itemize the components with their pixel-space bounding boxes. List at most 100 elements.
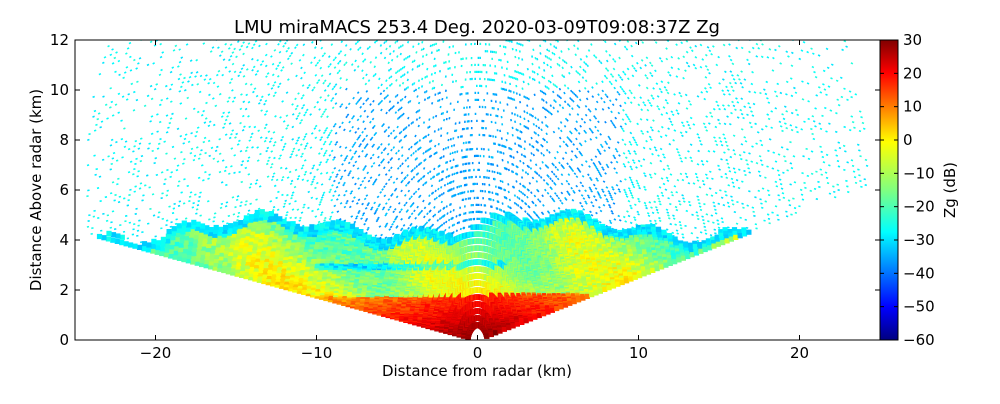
data-point (404, 66, 405, 68)
data-point (137, 176, 139, 177)
data-point (216, 75, 218, 76)
data-point (367, 116, 368, 118)
data-point (321, 148, 323, 149)
data-point (419, 102, 420, 104)
data-point (429, 119, 430, 121)
data-point (399, 47, 400, 49)
data-point (128, 149, 130, 150)
data-point (432, 52, 433, 54)
data-point (111, 232, 116, 237)
data-point (325, 130, 327, 131)
data-point (320, 173, 322, 174)
data-point (129, 190, 131, 191)
data-point (247, 161, 249, 162)
data-point (126, 67, 128, 68)
data-point (350, 48, 351, 50)
data-point (169, 123, 171, 124)
data-point (254, 88, 256, 89)
data-point (391, 149, 392, 151)
data-point (370, 121, 371, 123)
data-point (229, 59, 231, 60)
data-point (125, 216, 127, 217)
data-point (200, 75, 202, 76)
data-point (155, 245, 160, 250)
data-point (310, 173, 312, 174)
data-point (355, 218, 357, 219)
data-point (282, 67, 284, 69)
data-point (379, 237, 381, 238)
data-point (329, 132, 331, 133)
data-point (213, 217, 215, 218)
data-point (379, 204, 381, 205)
data-point (124, 72, 126, 73)
data-point (191, 220, 196, 225)
data-point (356, 203, 358, 204)
data-point (408, 190, 409, 192)
data-point (156, 114, 158, 115)
data-point (125, 53, 127, 54)
data-point (294, 187, 296, 188)
data-point (426, 135, 427, 137)
data-point (439, 173, 440, 175)
data-point (93, 116, 95, 117)
data-point (195, 213, 197, 214)
data-point (323, 222, 325, 223)
data-point (289, 55, 291, 57)
data-point (447, 183, 448, 185)
data-point (348, 175, 350, 176)
data-point (212, 98, 214, 99)
data-point (283, 146, 285, 147)
data-point (440, 210, 441, 212)
data-point (315, 137, 317, 138)
data-point (417, 141, 418, 143)
data-point (430, 210, 431, 212)
data-point (358, 156, 360, 158)
data-point (335, 133, 337, 135)
data-point (101, 121, 103, 122)
data-point (412, 61, 413, 63)
data-point (299, 113, 301, 114)
data-point (339, 60, 340, 62)
data-point (326, 161, 328, 162)
data-point (404, 74, 405, 76)
data-point (282, 101, 284, 102)
data-point (258, 103, 260, 104)
data-point (317, 62, 319, 64)
data-point (296, 75, 298, 77)
data-point (240, 206, 242, 207)
data-point (301, 97, 303, 99)
data-point (317, 224, 319, 225)
data-point (167, 229, 172, 234)
data-point (162, 52, 164, 53)
data-point (399, 203, 400, 205)
data-point (175, 45, 177, 46)
data-point (452, 188, 453, 190)
data-point (324, 153, 326, 154)
data-point (266, 164, 268, 165)
data-point (386, 48, 387, 50)
data-point (379, 165, 381, 167)
data-point (292, 139, 294, 140)
data-point (178, 79, 180, 80)
data-point (352, 117, 354, 119)
data-point (296, 155, 298, 156)
data-point (232, 101, 234, 102)
data-point (118, 202, 120, 203)
data-point (264, 127, 266, 128)
data-point (93, 97, 95, 98)
data-point (414, 90, 415, 92)
data-point (231, 148, 233, 149)
data-point (354, 142, 356, 144)
data-point (305, 134, 307, 135)
data-point (114, 58, 116, 59)
data-point (363, 169, 365, 171)
data-point (446, 147, 447, 149)
data-point (234, 71, 236, 72)
data-point (170, 177, 172, 178)
data-point (390, 53, 391, 55)
data-point (351, 158, 353, 160)
data-point (376, 220, 378, 221)
data-point (341, 41, 342, 43)
data-point (440, 92, 441, 94)
data-point (175, 224, 177, 225)
